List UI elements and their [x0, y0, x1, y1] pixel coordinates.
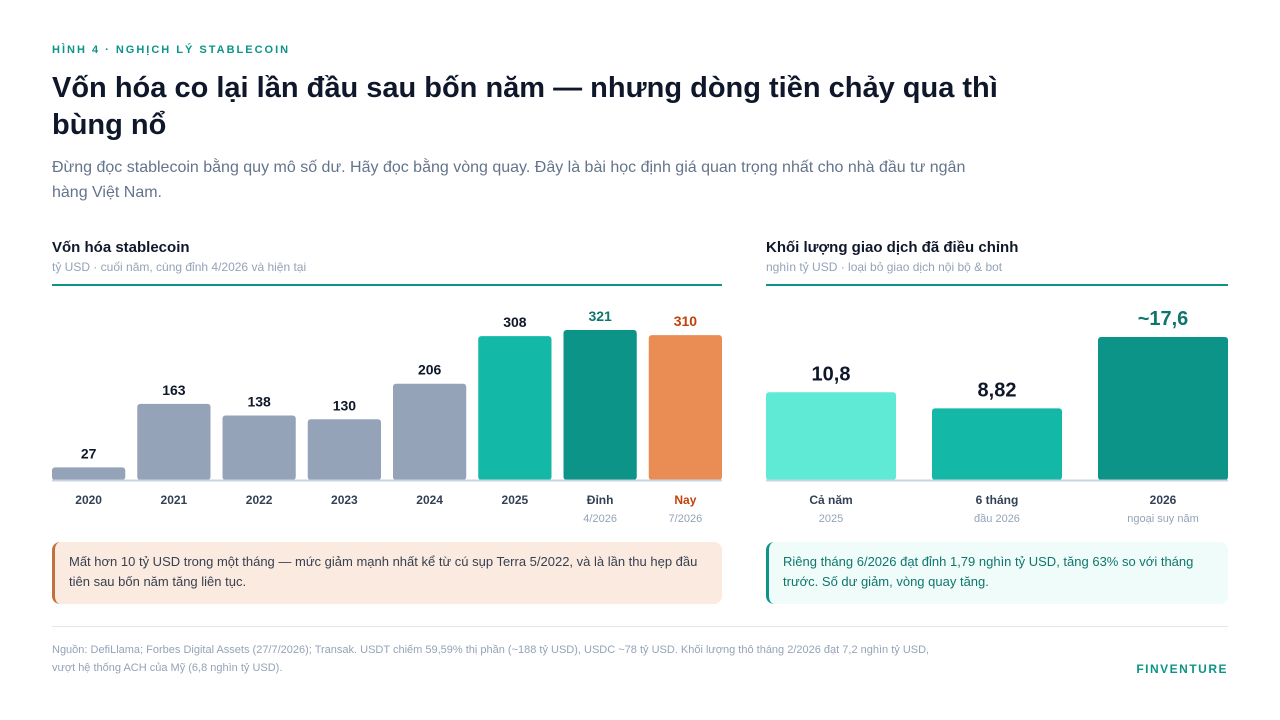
volume-bar-chart: 10,8 Cả năm 2025 8,82 6 tháng đầu 2026 ~17,6 20… — [766, 308, 1228, 525]
category-sublabel: 7/2026 — [669, 513, 703, 525]
bar — [766, 392, 896, 480]
volume-note: Riêng tháng 6/2026 đạt đỉnh 1,79 nghìn t… — [766, 542, 1228, 604]
bar — [52, 467, 126, 480]
category-label: 2022 — [246, 493, 273, 507]
bar — [137, 403, 211, 480]
category-label: Đỉnh — [587, 493, 614, 507]
bar-value-label: 10,8 — [812, 363, 851, 385]
bar-value-label: 27 — [81, 445, 97, 461]
bar-value-label: 310 — [674, 313, 698, 329]
category-sublabel: 2025 — [819, 513, 843, 525]
bar-value-label: 206 — [418, 362, 442, 378]
market-cap-note: Mất hơn 10 tỷ USD trong một tháng — mức … — [52, 542, 722, 604]
bar — [932, 408, 1062, 480]
category-label: 2023 — [331, 493, 358, 507]
bar-value-label: 321 — [588, 308, 612, 324]
bar — [1098, 337, 1228, 480]
category-label: 2020 — [75, 493, 102, 507]
bar — [648, 335, 722, 480]
volume-chart-rule — [766, 284, 1228, 286]
category-label: Nay — [674, 493, 696, 507]
figure-eyebrow: HÌNH 4 · NGHỊCH LÝ STABLECOIN — [52, 44, 291, 56]
bar-value-label: 8,82 — [978, 379, 1017, 401]
page-subtitle: Đừng đọc stablecoin bằng quy mô số dư. H… — [52, 159, 966, 201]
bar-value-label: 138 — [247, 394, 271, 410]
volume-chart-subtitle: nghìn tỷ USD · loại bỏ giao dịch nội bộ … — [766, 260, 1003, 274]
market-cap-chart-rule — [52, 284, 722, 286]
bar — [307, 419, 381, 480]
bar-value-label: ~17,6 — [1138, 308, 1189, 330]
page-title: Vốn hóa co lại lần đầu sau bốn năm — như… — [52, 72, 998, 141]
bar-value-label: 130 — [333, 397, 357, 413]
market-cap-bar-chart: 27 2020 163 2021 138 2022 130 2023 206 2024 308 202… — [52, 308, 722, 525]
category-label: 6 tháng — [976, 493, 1019, 507]
category-sublabel: đầu 2026 — [974, 513, 1020, 525]
bar — [478, 336, 552, 480]
volume-chart-title: Khối lượng giao dịch đã điều chỉnh — [766, 239, 1019, 256]
bar — [563, 330, 637, 480]
source-note: Nguồn: DefiLlama; Forbes Digital Assets … — [52, 644, 930, 674]
brand-logo: FINVENTURE — [1136, 662, 1228, 676]
bar-value-label: 308 — [503, 314, 527, 330]
bar-value-label: 163 — [162, 382, 186, 398]
category-sublabel: ngoại suy năm — [1127, 513, 1199, 525]
footer-divider — [52, 626, 1228, 627]
category-label: 2025 — [502, 493, 529, 507]
bar — [222, 415, 296, 480]
bar — [393, 383, 467, 480]
category-label: 2024 — [416, 493, 443, 507]
market-cap-chart-title: Vốn hóa stablecoin — [52, 239, 190, 256]
category-sublabel: 4/2026 — [583, 513, 617, 525]
category-label: 2026 — [1150, 493, 1177, 507]
market-cap-chart-subtitle: tỷ USD · cuối năm, cùng đỉnh 4/2026 và h… — [52, 260, 307, 274]
category-label: Cả năm — [809, 493, 852, 507]
category-label: 2021 — [161, 493, 188, 507]
